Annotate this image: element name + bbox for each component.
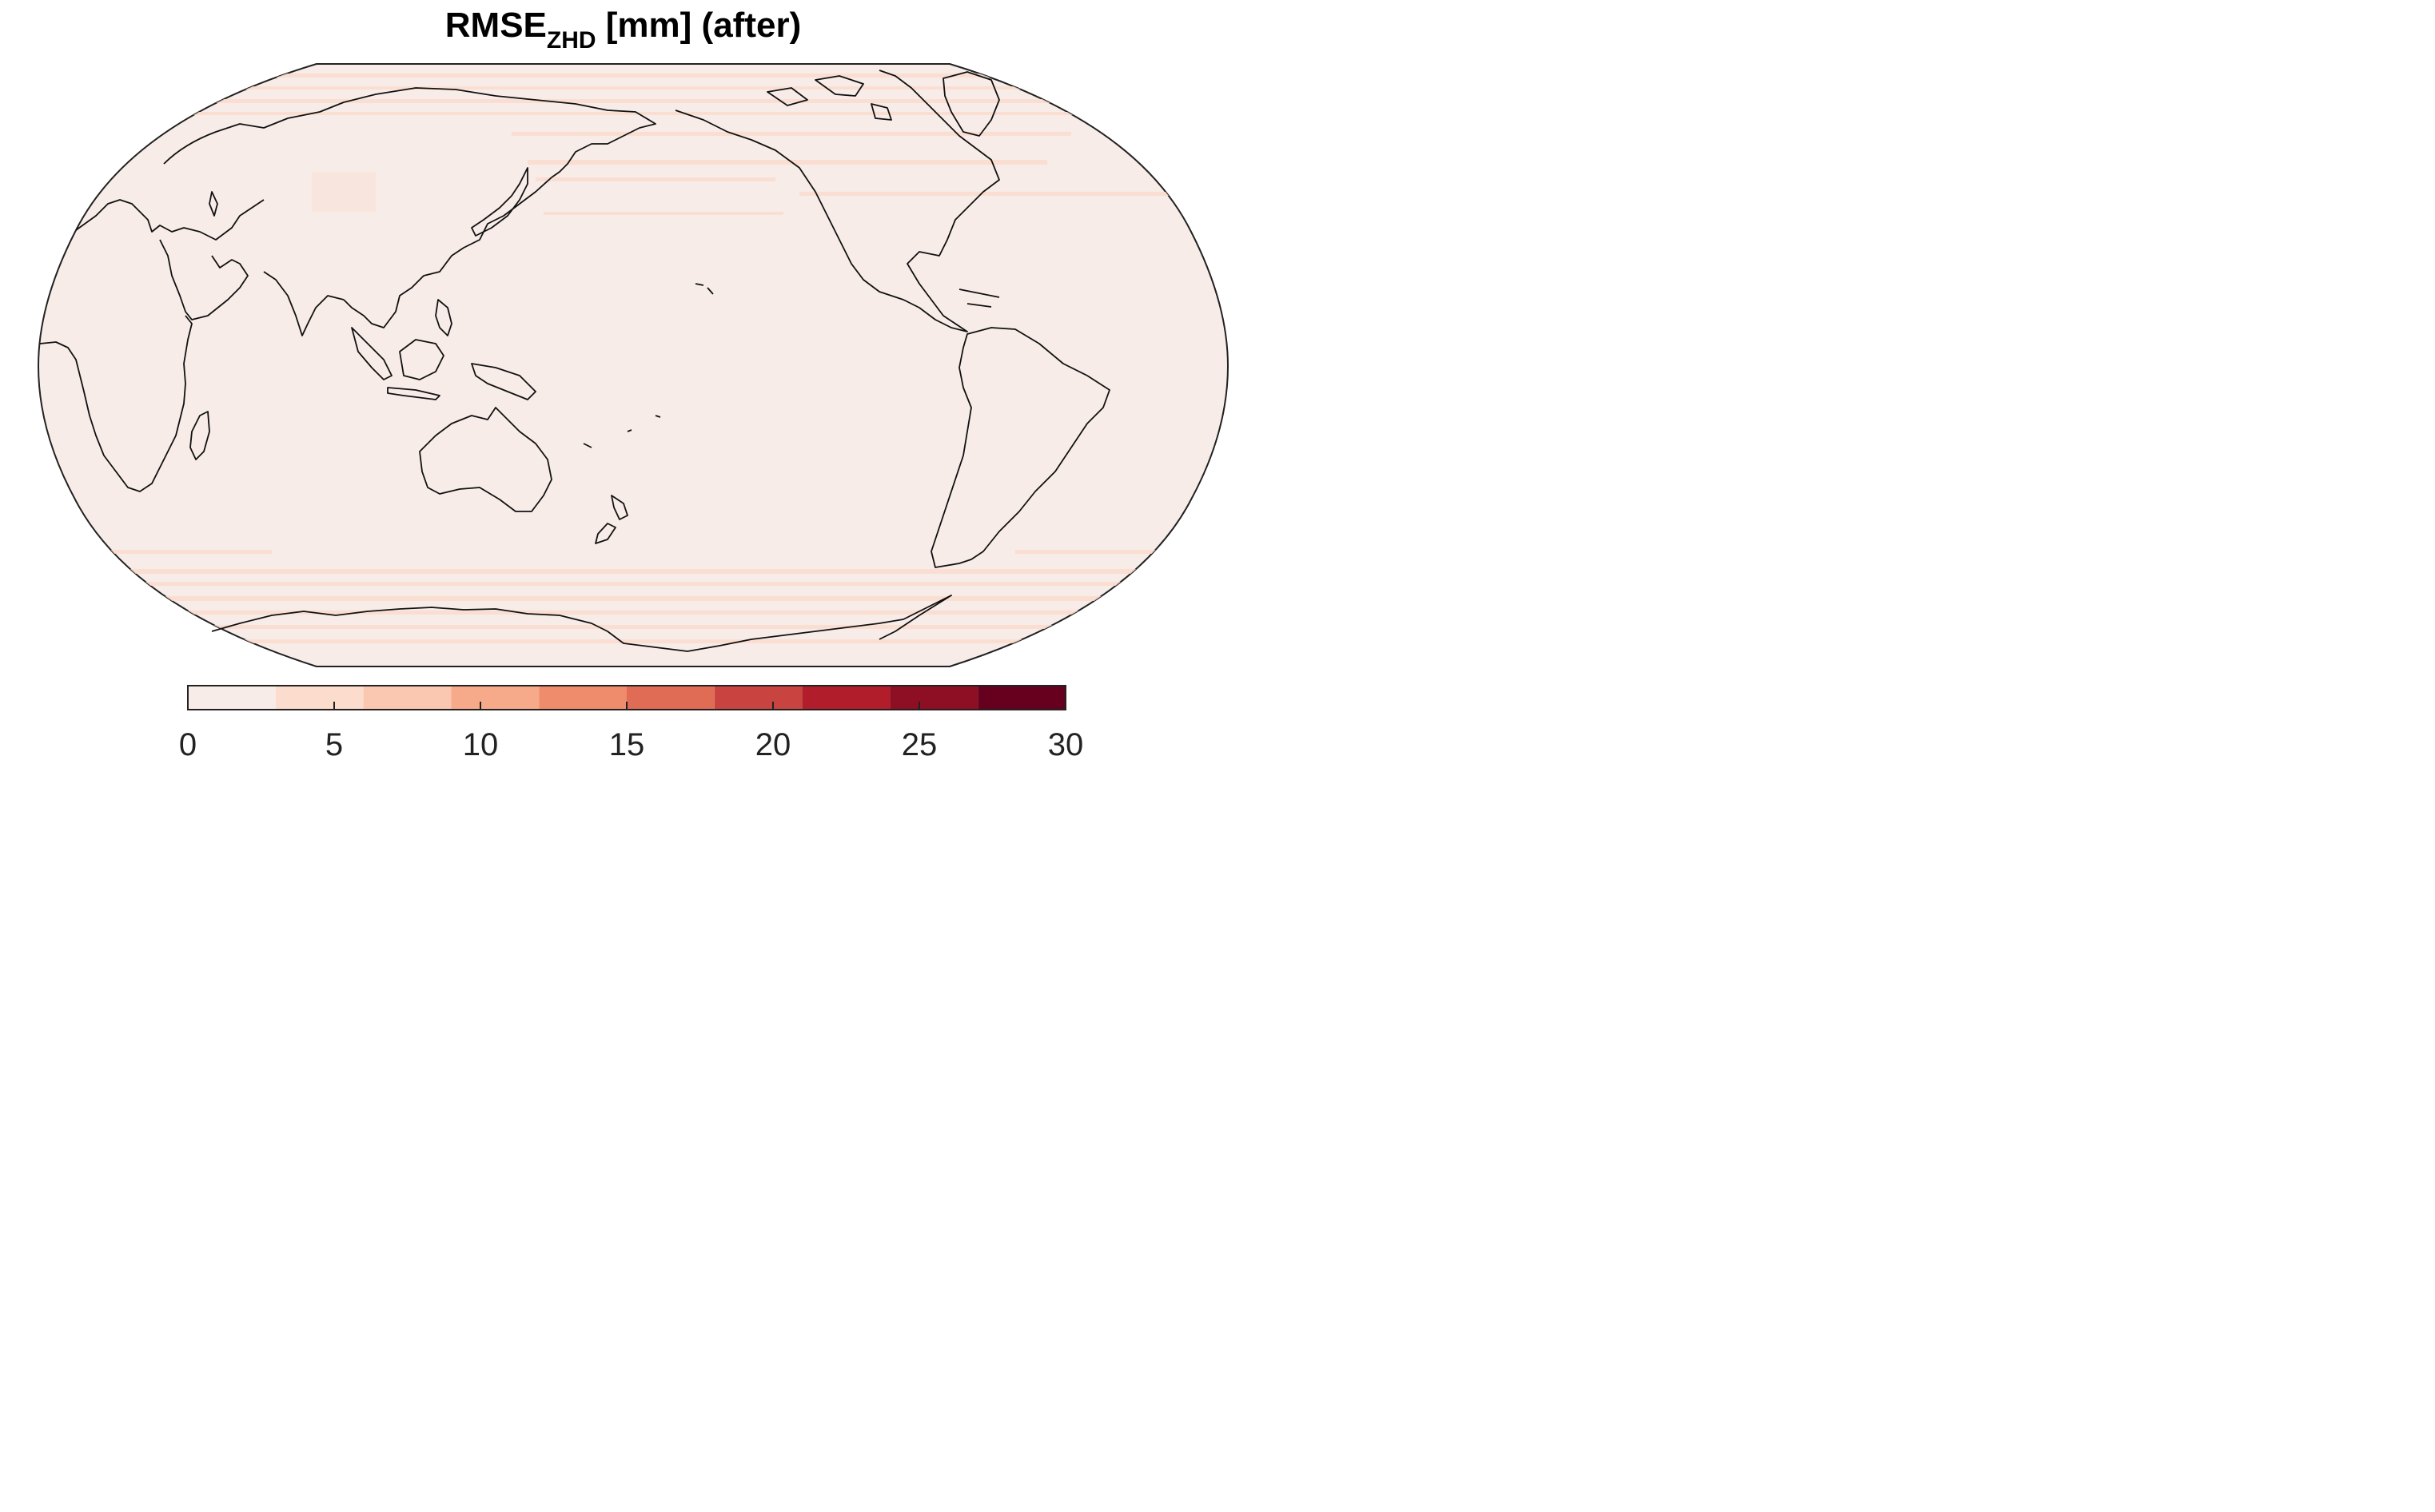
coastline-australia [419,407,552,512]
coastline-africa [39,315,193,492]
coastline-new-guinea [471,363,536,400]
coastline-greenland [943,71,1000,137]
coastline-pacific-islands [583,415,661,448]
error-patch [312,172,376,212]
error-band [38,74,1228,78]
coastline-arctic-islands [767,75,892,121]
colorbar-tick-label: 20 [755,727,791,762]
map-figure: 0 5 10 15 20 25 30 [37,63,1229,762]
error-band [38,611,1228,615]
coastline-borneo [399,339,444,380]
colorbar-segment [451,686,540,710]
coastline-caspian [209,191,218,217]
colorbar: 0 5 10 15 20 25 30 [179,685,1084,762]
coastline-japan [471,167,528,237]
coastline-middle-east [159,239,249,320]
colorbar-tick-label: 0 [179,727,197,762]
error-band [38,86,1228,90]
coastline-asia-east [343,177,552,328]
colorbar-tick-label: 15 [609,727,645,762]
error-band [528,160,1047,165]
coastline-new-zealand [595,495,628,544]
colorbar-segment [978,686,1066,710]
error-band [38,569,1228,574]
coastline-south-america [931,327,1110,568]
coastline-philippines [435,299,452,336]
colorbar-segment [627,686,715,710]
colorbar-tick-label: 25 [902,727,938,762]
title-subscript: ZHD [546,27,596,54]
error-band [38,99,1228,103]
coastlines [39,70,1110,652]
error-band [38,112,1228,115]
colorbar-tick-label: 10 [463,727,499,762]
coastline-antarctica [211,595,952,652]
title-suffix: [mm] (after) [596,6,802,45]
colorbar-segment [275,686,364,710]
coastline-hawaii [695,283,714,295]
coastline-europe [75,199,265,241]
error-band [536,177,775,181]
error-band [38,596,1228,601]
error-band [38,582,1228,586]
title-main: RMSE [444,6,547,45]
colorbar-segment [714,686,803,710]
colorbar-segment [802,686,891,710]
globe-outline [37,63,1229,667]
coastline-north-america [675,70,1000,332]
error-band [38,550,272,554]
error-band [38,625,1228,629]
colorbar-tick-label: 5 [325,727,343,762]
colorbar-tick-label: 30 [1048,727,1084,762]
error-band [799,192,1183,196]
error-band [544,212,783,215]
colorbar-segment [188,686,276,710]
coastline-java [387,387,440,400]
error-bands [38,74,1228,643]
colorbar-segment [363,686,452,710]
colorbar-segment [539,686,627,710]
error-band [1015,550,1223,554]
coastline-sumatra [351,327,393,380]
coastline-madagascar [189,411,210,460]
error-band [512,132,1071,136]
map-title: RMSEZHD [mm] (after) [0,6,1246,54]
error-band [38,639,1228,643]
coastline-eurasia-north [163,87,656,178]
colorbar-segment [890,686,978,710]
coastline-india [263,271,345,336]
coastline-caribbean [958,288,1000,308]
